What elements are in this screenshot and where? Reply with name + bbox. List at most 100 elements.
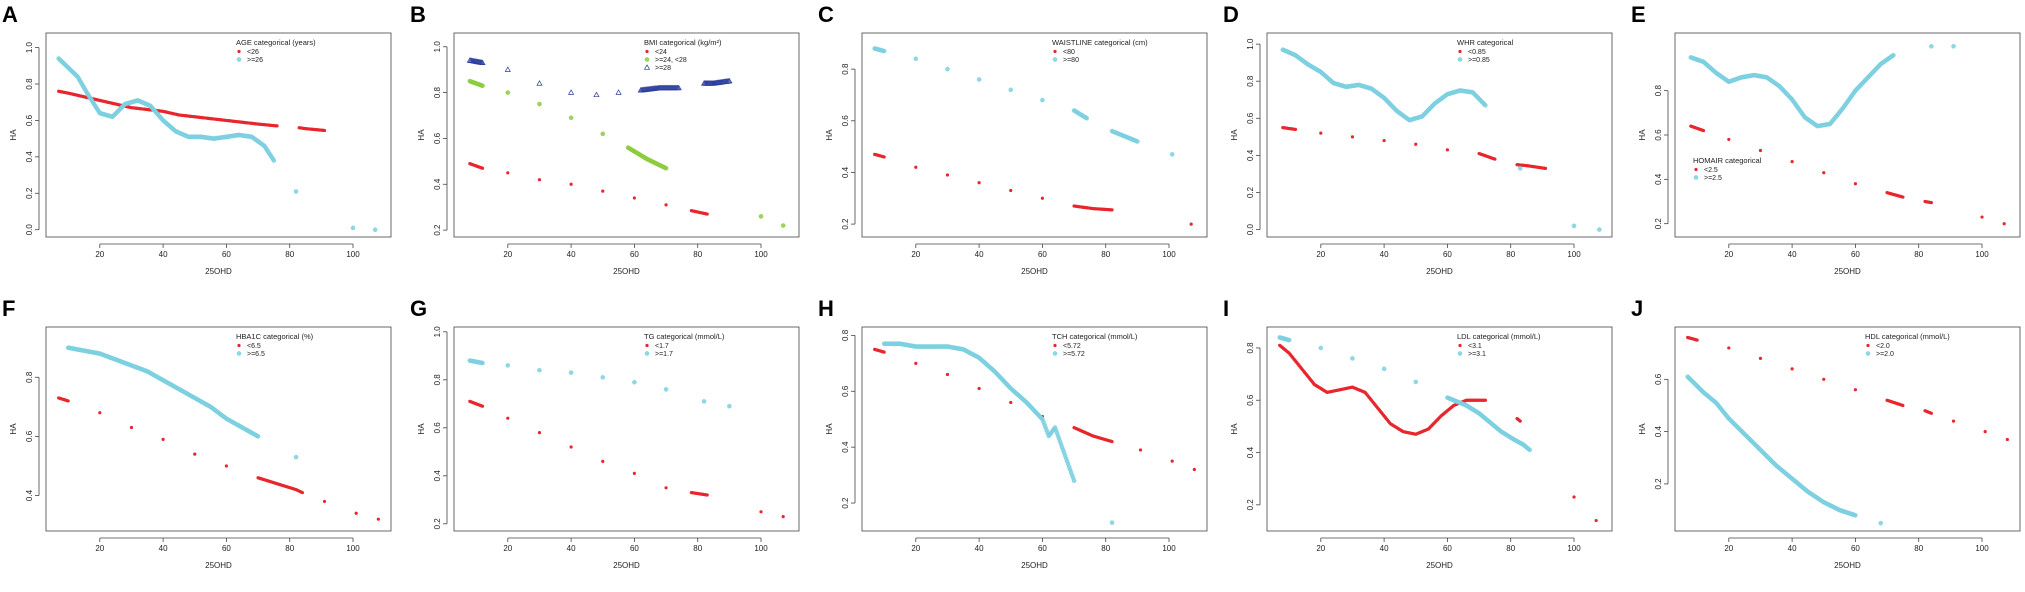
y-tick-label: 0.8: [841, 329, 850, 341]
data-point: [601, 459, 605, 463]
data-point: [293, 189, 299, 194]
data-point: [505, 363, 511, 368]
legend-title: HBA1C categorical (%): [236, 332, 314, 341]
legend-marker: [644, 57, 650, 62]
y-tick-label: 0.4: [1654, 173, 1663, 185]
x-tick-label: 80: [1101, 544, 1110, 553]
series-1: [467, 78, 786, 228]
legend-label: <24: [655, 49, 667, 56]
data-point: [1009, 400, 1013, 405]
x-axis-title: 25OHD: [1426, 561, 1453, 570]
legend-marker: [1457, 351, 1463, 356]
x-tick-label: 20: [911, 544, 920, 553]
data-point: [1790, 160, 1794, 164]
series-0: [468, 399, 785, 519]
data-point: [601, 189, 605, 193]
legend-marker: [1052, 351, 1058, 356]
data-point: [945, 372, 950, 377]
data-point: [1350, 135, 1355, 139]
legend-title: AGE categorical (years): [236, 38, 316, 47]
chart-panel-b: B 20 40 60 80 100 25OHD 0.2 0.4 0.6 0.8 1.0 HA BMI ca…: [410, 2, 800, 276]
x-tick-label: 20: [503, 250, 512, 259]
data-point: [593, 91, 600, 98]
x-tick-label: 60: [1443, 250, 1452, 259]
legend-title: TG categorical (mmol/L): [644, 332, 725, 341]
y-tick-label: 0.2: [1654, 218, 1663, 230]
x-tick-label: 20: [1724, 544, 1733, 553]
legend-marker: [1053, 49, 1057, 54]
y-tick-label: 0.4: [1654, 426, 1663, 438]
data-point: [664, 203, 668, 207]
panel-letter: A: [2, 2, 18, 27]
data-point: [322, 499, 327, 504]
data-point: [1414, 142, 1418, 146]
data-point: [1169, 152, 1175, 157]
data-point: [1983, 430, 1987, 434]
data-point: [1110, 208, 1114, 212]
data-point: [977, 181, 981, 185]
y-tick-label: 0.8: [1246, 342, 1255, 354]
data-point: [1527, 447, 1533, 453]
series-0: [1281, 125, 1548, 170]
y-tick-label: 0.8: [1654, 85, 1663, 97]
legend: WAISTLINE categorical (cm) <80>=80: [1052, 38, 1148, 64]
y-tick-label: 0.4: [1246, 149, 1255, 161]
x-tick-label: 60: [222, 250, 231, 259]
panel-letter: F: [2, 296, 15, 321]
y-tick-label: 0.8: [25, 371, 34, 383]
chart-panel-g: G 20 40 60 80 100 25OHD 0.2 0.4 0.6 0.8 1.0 HA TG cat…: [410, 296, 800, 570]
x-axis-title: 25OHD: [205, 267, 232, 276]
data-point: [1110, 439, 1114, 444]
x-axis-title: 25OHD: [613, 561, 640, 570]
y-tick-label: 0.4: [841, 166, 850, 178]
x-tick-label: 40: [1380, 250, 1389, 259]
data-point: [977, 386, 981, 391]
plot-frame: [453, 32, 800, 238]
data-point: [945, 173, 950, 177]
legend-label: <0.85: [1468, 49, 1486, 56]
data-point: [882, 155, 886, 159]
data-point: [354, 511, 358, 515]
data-point: [129, 425, 134, 430]
data-point: [945, 66, 950, 72]
data-point: [600, 375, 606, 380]
data-point: [569, 445, 573, 449]
data-point: [300, 490, 304, 495]
data-point: [1413, 379, 1419, 385]
plot-frame: [1674, 32, 2021, 238]
legend-label: <80: [1063, 49, 1075, 56]
legend-label: >=26: [247, 57, 263, 64]
legend-marker: [645, 343, 649, 348]
legend-label: >=80: [1063, 57, 1079, 64]
x-tick-label: 20: [503, 544, 512, 553]
y-axis-title: HA: [417, 423, 426, 435]
y-axis-title: HA: [1638, 129, 1647, 141]
data-point: [1901, 195, 1905, 199]
y-tick-label: 0.6: [1654, 373, 1663, 385]
data-point: [1758, 148, 1763, 153]
legend-label: >=1.7: [655, 351, 673, 358]
chart-panel-c: C 20 40 60 80 100 25OHD 0.2 0.4 0.6 0.8 HA WAISTLINE…: [818, 2, 1208, 276]
plot-frame: [861, 32, 1208, 238]
series-1: [65, 345, 299, 460]
x-tick-label: 100: [1975, 250, 1989, 259]
x-tick-label: 20: [1316, 250, 1325, 259]
x-tick-label: 60: [630, 250, 639, 259]
data-point: [664, 486, 668, 490]
chart-panel-f: F 20 40 60 80 100 25OHD 0.4 0.6 0.8 HA HBA1C catego…: [2, 296, 392, 570]
panel-letter: B: [410, 2, 426, 27]
y-axis-title: HA: [1230, 423, 1239, 435]
series-0: [873, 152, 1193, 226]
series-1: [872, 46, 1175, 157]
x-tick-label: 80: [1506, 250, 1515, 259]
legend-label: >=24, <28: [655, 57, 687, 64]
x-tick-label: 100: [1567, 250, 1581, 259]
data-point: [1350, 356, 1355, 361]
legend: AGE categorical (years) <26>=26: [236, 38, 316, 64]
chart-panel-d: D 20 40 60 80 100 25OHD 0.0 0.2 0.4 0.6 0.8 1.0 HA WHR…: [1223, 2, 1613, 276]
data-point: [480, 404, 485, 408]
legend: TCH categorical (mmol/L) <5.72>=5.72: [1052, 332, 1138, 358]
x-tick-label: 40: [975, 250, 984, 259]
data-point: [1319, 131, 1323, 135]
data-point: [726, 77, 733, 84]
